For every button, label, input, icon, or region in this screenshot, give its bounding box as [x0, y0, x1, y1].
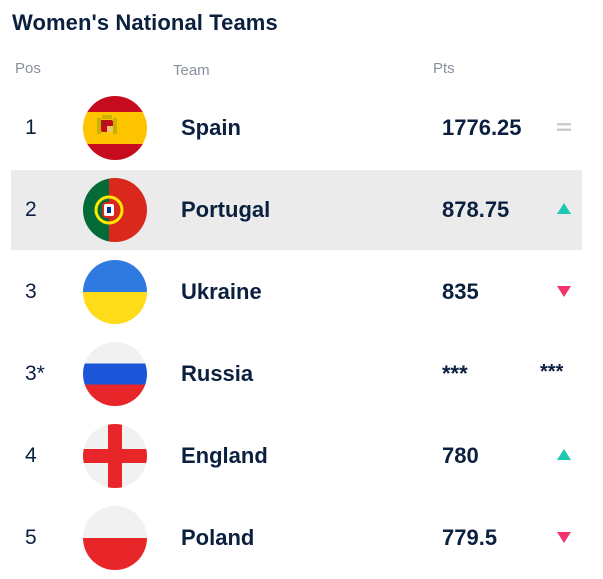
points: 779.5 — [442, 525, 498, 550]
position: 5 — [25, 526, 37, 549]
column-header-pts: Pts — [433, 60, 455, 77]
equal-icon — [557, 123, 571, 131]
triangle-down-icon — [557, 286, 571, 297]
team-name: Russia — [181, 361, 254, 386]
page-title: Women's National Teams — [12, 10, 278, 35]
poland-flag-icon — [83, 506, 147, 570]
table-row[interactable]: 2 Portugal 878.75 — [0, 169, 603, 251]
table-row[interactable]: 1 Spain 1776.25 — [0, 87, 603, 169]
column-header-team: Team — [173, 62, 210, 79]
points: 1776.25 — [442, 115, 522, 140]
spain-flag-icon — [83, 96, 147, 160]
russia-flag-icon — [83, 342, 147, 406]
rankings-table: 1 Spain 1776.25 2 — [0, 87, 603, 579]
team-name: Poland — [181, 525, 255, 550]
england-flag-icon — [83, 424, 147, 488]
team-name: Spain — [181, 115, 241, 140]
points: *** — [442, 361, 468, 386]
table-row[interactable]: 3* Russia *** *** — [0, 333, 603, 415]
points: 835 — [442, 279, 479, 304]
team-name: Ukraine — [181, 279, 262, 304]
table-header: Pos Team Pts — [0, 60, 603, 80]
trend-unavailable: *** — [540, 361, 564, 383]
table-row[interactable]: 5 Poland 779.5 — [0, 497, 603, 579]
portugal-flag-icon — [83, 178, 147, 242]
column-header-pos: Pos — [15, 60, 41, 77]
position: 3* — [25, 362, 45, 385]
table-row[interactable]: 4 England 780 — [0, 415, 603, 497]
points: 780 — [442, 443, 479, 468]
points: 878.75 — [442, 197, 510, 222]
triangle-up-icon — [557, 203, 571, 214]
team-name: England — [181, 443, 268, 468]
position: 2 — [25, 198, 37, 221]
triangle-down-icon — [557, 532, 571, 543]
position: 1 — [25, 116, 37, 139]
position: 3 — [25, 280, 37, 303]
table-row[interactable]: 3 Ukraine 835 — [0, 251, 603, 333]
position: 4 — [25, 444, 37, 467]
team-name: Portugal — [181, 197, 271, 222]
triangle-up-icon — [557, 449, 571, 460]
ukraine-flag-icon — [83, 260, 147, 324]
